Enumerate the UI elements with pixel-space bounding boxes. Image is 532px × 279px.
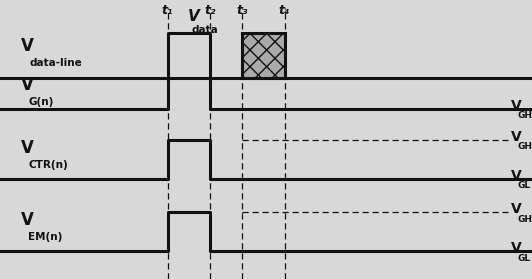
Text: GH: GH xyxy=(517,111,532,120)
Text: t₁: t₁ xyxy=(162,4,173,17)
Text: GL: GL xyxy=(517,181,530,190)
Text: G(n): G(n) xyxy=(28,97,54,107)
Text: GH: GH xyxy=(517,215,532,223)
Bar xyxy=(242,33,285,78)
Text: V: V xyxy=(188,9,200,24)
Text: data-line: data-line xyxy=(29,58,82,68)
Text: EM(n): EM(n) xyxy=(28,232,63,242)
Text: data: data xyxy=(192,25,218,35)
Text: t₄: t₄ xyxy=(279,4,290,17)
Text: GH: GH xyxy=(517,142,532,151)
Text: V: V xyxy=(511,130,521,144)
Text: V: V xyxy=(21,37,34,55)
Text: V: V xyxy=(511,241,521,255)
Text: V: V xyxy=(21,76,34,94)
Text: CTR(n): CTR(n) xyxy=(28,160,68,170)
Text: V: V xyxy=(511,99,521,113)
Text: t₂: t₂ xyxy=(204,4,216,17)
Text: V: V xyxy=(511,202,521,216)
Text: V: V xyxy=(511,169,521,183)
Text: V: V xyxy=(21,211,34,229)
Text: t₃: t₃ xyxy=(236,4,248,17)
Text: GL: GL xyxy=(517,254,530,263)
Text: V: V xyxy=(21,139,34,157)
